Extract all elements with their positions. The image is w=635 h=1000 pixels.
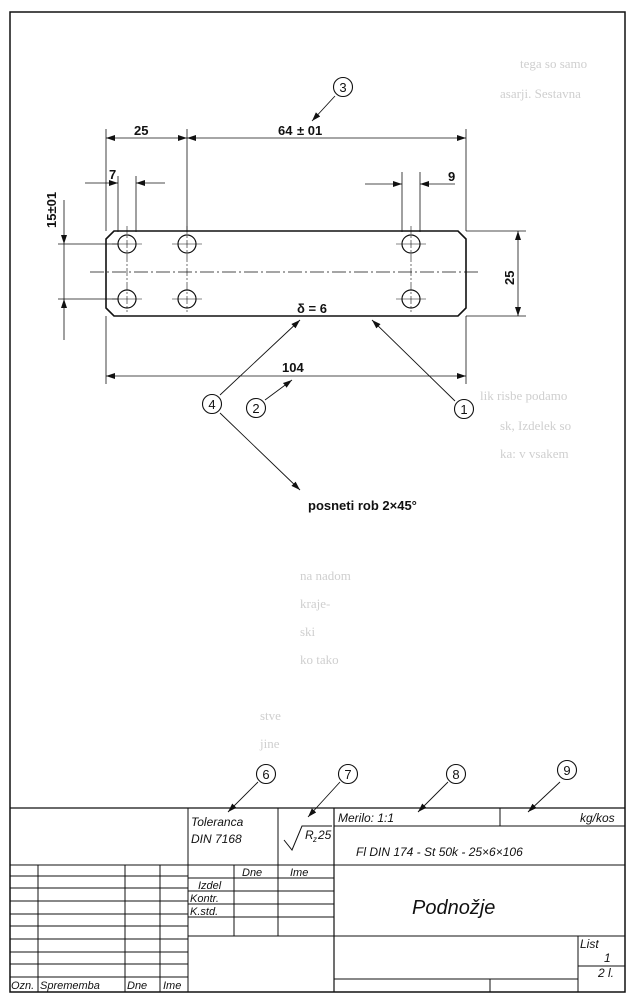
callout-9: 9 bbox=[556, 759, 578, 781]
bleed-line: stve bbox=[260, 708, 281, 723]
dimension-texts: 25 64 ± 01 7 9 15±01 25 104 δ = 6 bbox=[44, 123, 517, 375]
sheet-label: List bbox=[580, 937, 599, 951]
dim-15: 15±01 bbox=[44, 192, 59, 228]
title-block-grid bbox=[10, 807, 625, 992]
bleed-line: asarji. Sestavna bbox=[500, 86, 581, 101]
svg-text:25: 25 bbox=[317, 828, 332, 842]
hole-top-mid bbox=[172, 226, 202, 312]
row-kstd: K.std. bbox=[190, 906, 218, 918]
sheet-number: 1 bbox=[604, 951, 611, 965]
svg-text:3: 3 bbox=[339, 80, 346, 95]
title-block-texts: Toleranca DIN 7168 Merilo: 1:1 kg/kos Fl… bbox=[11, 811, 615, 992]
callout-7: 7 bbox=[337, 763, 359, 785]
bleed-line: kraje- bbox=[300, 596, 330, 611]
col-dne-header: Dne bbox=[242, 867, 262, 879]
rev-col-sprememba: Sprememba bbox=[40, 980, 100, 992]
callout-6: 6 bbox=[255, 763, 277, 785]
rev-col-dne: Dne bbox=[127, 980, 147, 992]
dim-25-right: 25 bbox=[502, 271, 517, 285]
mounting-holes bbox=[112, 226, 426, 312]
callout-3: 3 bbox=[332, 76, 354, 98]
rev-col-ime: Ime bbox=[163, 980, 181, 992]
bleed-line: tega so samo bbox=[520, 56, 587, 71]
dim-64: 64 bbox=[278, 123, 293, 138]
plate-outline bbox=[90, 230, 480, 317]
hole-bottom-right bbox=[396, 289, 426, 309]
dim-9: 9 bbox=[448, 169, 455, 184]
dimension-lines bbox=[58, 129, 526, 384]
callout-4: 4 bbox=[201, 393, 223, 415]
dim-25-top: 25 bbox=[134, 123, 148, 138]
bleed-line: na nadom bbox=[300, 568, 351, 583]
row-izdel: Izdel bbox=[198, 880, 222, 892]
svg-text:1: 1 bbox=[460, 402, 467, 417]
chamfer-note: posneti rob 2×45° bbox=[308, 498, 417, 513]
svg-text:6: 6 bbox=[262, 767, 269, 782]
svg-text:8: 8 bbox=[452, 767, 459, 782]
sheet-total: 2 l. bbox=[597, 966, 614, 980]
callout-1: 1 bbox=[453, 398, 475, 420]
roughness-symbol: R z 25 bbox=[283, 825, 332, 851]
dim-64-tolerance: ± 01 bbox=[297, 123, 322, 138]
dim-7: 7 bbox=[109, 167, 116, 182]
material-spec: Fl DIN 174 - St 50k - 25×6×106 bbox=[356, 845, 523, 859]
bleed-through-text: tega so samo asarji. Sestavna lik risbe … bbox=[259, 56, 587, 751]
callout-8: 8 bbox=[445, 763, 467, 785]
svg-text:7: 7 bbox=[344, 767, 351, 782]
bleed-line: jine bbox=[259, 736, 280, 751]
unit-label: kg/kos bbox=[580, 811, 615, 825]
dim-104: 104 bbox=[282, 360, 304, 375]
rev-col-ozn: Ozn. bbox=[11, 980, 34, 992]
sheet-border bbox=[9, 11, 626, 993]
hole-bottom-mid bbox=[172, 289, 202, 309]
bleed-line: lik risbe podamo bbox=[480, 388, 567, 403]
bleed-line: ski bbox=[300, 624, 316, 639]
svg-text:4: 4 bbox=[208, 397, 215, 412]
bleed-line: ko tako bbox=[300, 652, 339, 667]
tolerance-standard: DIN 7168 bbox=[191, 832, 242, 846]
callout-balloons: 3 4 2 1 6 7 8 9 bbox=[201, 76, 578, 785]
bleed-line: sk, Izdelek so bbox=[500, 418, 571, 433]
col-ime-header: Ime bbox=[290, 867, 308, 879]
svg-text:9: 9 bbox=[563, 763, 570, 778]
tolerance-label: Toleranca bbox=[191, 815, 244, 829]
callout-2: 2 bbox=[245, 397, 267, 419]
callout-leaders bbox=[219, 95, 561, 818]
svg-text:2: 2 bbox=[252, 401, 259, 416]
hole-top-right bbox=[396, 226, 426, 312]
svg-text:z: z bbox=[312, 835, 317, 844]
scale-label: Merilo: 1:1 bbox=[338, 811, 394, 825]
part-name: Podnožje bbox=[412, 897, 495, 919]
row-kontr: Kontr. bbox=[190, 893, 219, 905]
svg-text:R: R bbox=[305, 828, 314, 842]
bleed-line: ka: v vsakem bbox=[500, 446, 569, 461]
thickness-label: δ = 6 bbox=[297, 301, 327, 316]
